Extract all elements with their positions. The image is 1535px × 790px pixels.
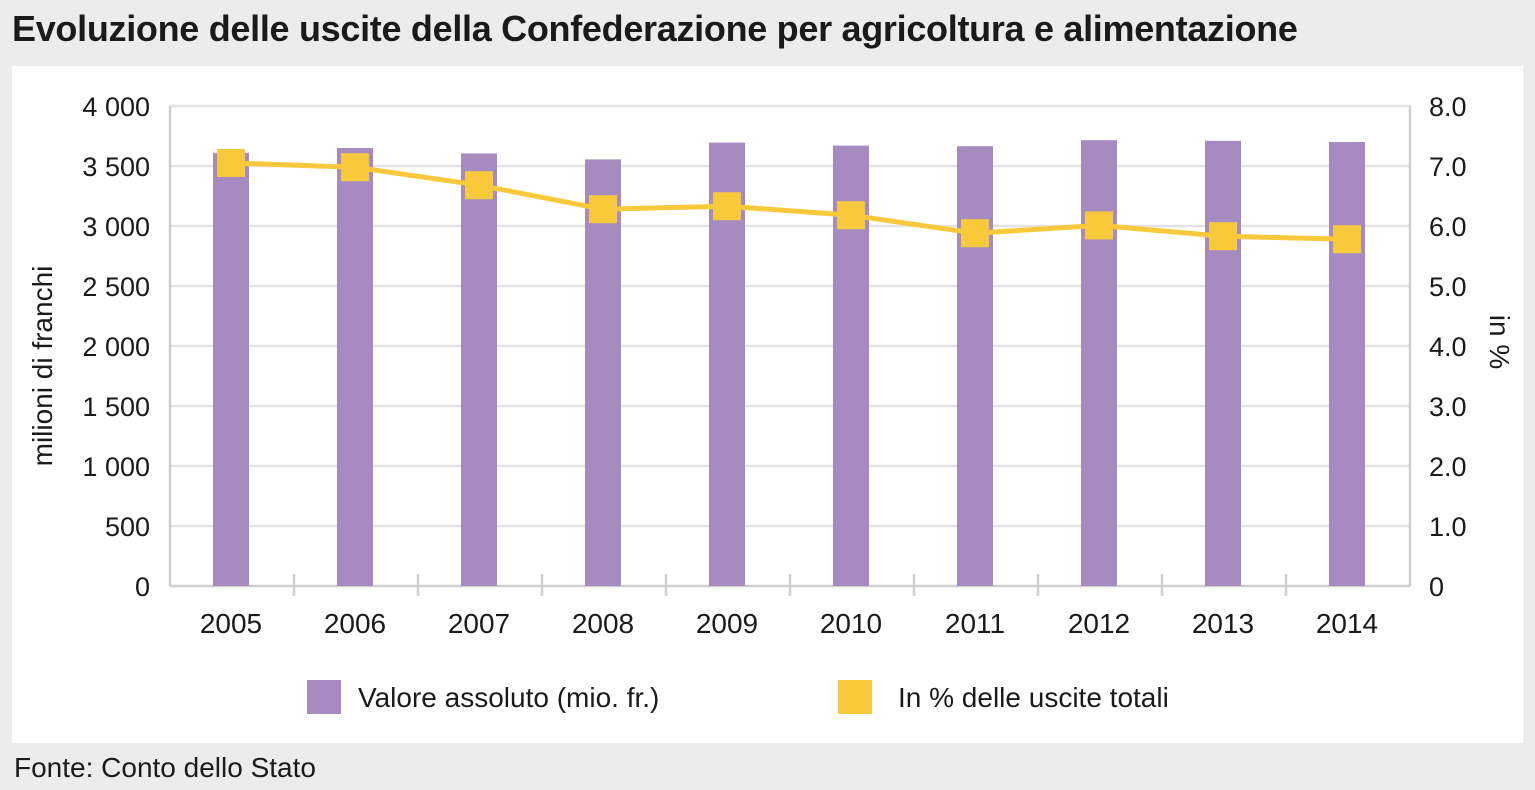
legend-label-line: In % delle uscite totali: [898, 682, 1169, 713]
y-tick-label-right: 2.0: [1429, 452, 1467, 482]
y-tick-label-right: 0: [1429, 572, 1444, 602]
legend-label-bar: Valore assoluto (mio. fr.): [358, 682, 659, 713]
y-tick-label-right: 1.0: [1429, 512, 1467, 542]
y-axis-title-left: milioni di franchi: [27, 266, 58, 467]
chart-panel: 0 0 500 1.0 1 000 2.0 1 500 3.0 2 000 4.0 2 500 5.0…: [12, 66, 1523, 743]
y-axis-title-right: in %: [1484, 315, 1515, 369]
x-tick-label: 2010: [820, 608, 882, 639]
bar-2011: [957, 146, 993, 586]
legend-swatch-bar: [307, 680, 341, 714]
x-tick-label: 2013: [1192, 608, 1254, 639]
y-tick-label-right: 3.0: [1429, 392, 1467, 422]
y-tick-label-right: 8.0: [1429, 92, 1467, 122]
bar-2012: [1081, 140, 1117, 586]
x-tick-label: 2009: [696, 608, 758, 639]
line-marker-2010: [837, 201, 865, 230]
y-tick-label-left: 0: [135, 572, 150, 602]
x-tick-label: 2012: [1068, 608, 1130, 639]
line-marker-2013: [1209, 222, 1237, 251]
bar-2008: [585, 159, 621, 586]
x-tick-label: 2007: [448, 608, 510, 639]
bar-2006: [337, 148, 373, 586]
y-tick-label-right: 5.0: [1429, 272, 1467, 302]
line-marker-2011: [961, 219, 989, 248]
y-tick-label-right: 4.0: [1429, 332, 1467, 362]
line-marker-2014: [1333, 225, 1361, 254]
x-tick-label: 2014: [1316, 608, 1378, 639]
y-tick-label-left: 3 000: [82, 212, 150, 242]
bar-2007: [461, 153, 497, 586]
x-tick-label: 2011: [945, 608, 1005, 639]
x-tick-label: 2005: [200, 608, 262, 639]
line-marker-2006: [341, 153, 369, 182]
bar-2014: [1329, 142, 1365, 586]
y-tick-label-left: 2 000: [82, 332, 150, 362]
y-tick-label-left: 3 500: [82, 152, 150, 182]
x-tick-label: 2008: [572, 608, 634, 639]
line-series: [230, 160, 1348, 242]
y-tick-label-left: 1 000: [82, 452, 150, 482]
line-marker-2009: [713, 192, 741, 221]
legend-swatch-line: [838, 680, 872, 714]
chart-title: Evoluzione delle uscite della Confederaz…: [12, 8, 1298, 49]
line-marker-2012: [1085, 211, 1113, 240]
x-tick-label: 2006: [324, 608, 386, 639]
y-tick-label-left: 500: [105, 512, 150, 542]
bar-2005: [213, 152, 249, 587]
y-tick-label-left: 1 500: [82, 392, 150, 422]
y-tick-label-right: 7.0: [1429, 152, 1467, 182]
line-marker-2008: [589, 195, 617, 224]
bar-2013: [1205, 140, 1241, 587]
line-marker-2007: [465, 171, 493, 200]
y-tick-label-left: 4 000: [82, 92, 150, 122]
source-note: Fonte: Conto dello Stato: [14, 752, 316, 783]
chart: 0 0 500 1.0 1 000 2.0 1 500 3.0 2 000 4.0 2 500 5.0…: [27, 92, 1515, 714]
y-tick-label-right: 6.0: [1429, 212, 1467, 242]
y-tick-label-left: 2 500: [82, 272, 150, 302]
line-marker-2005: [217, 149, 245, 177]
